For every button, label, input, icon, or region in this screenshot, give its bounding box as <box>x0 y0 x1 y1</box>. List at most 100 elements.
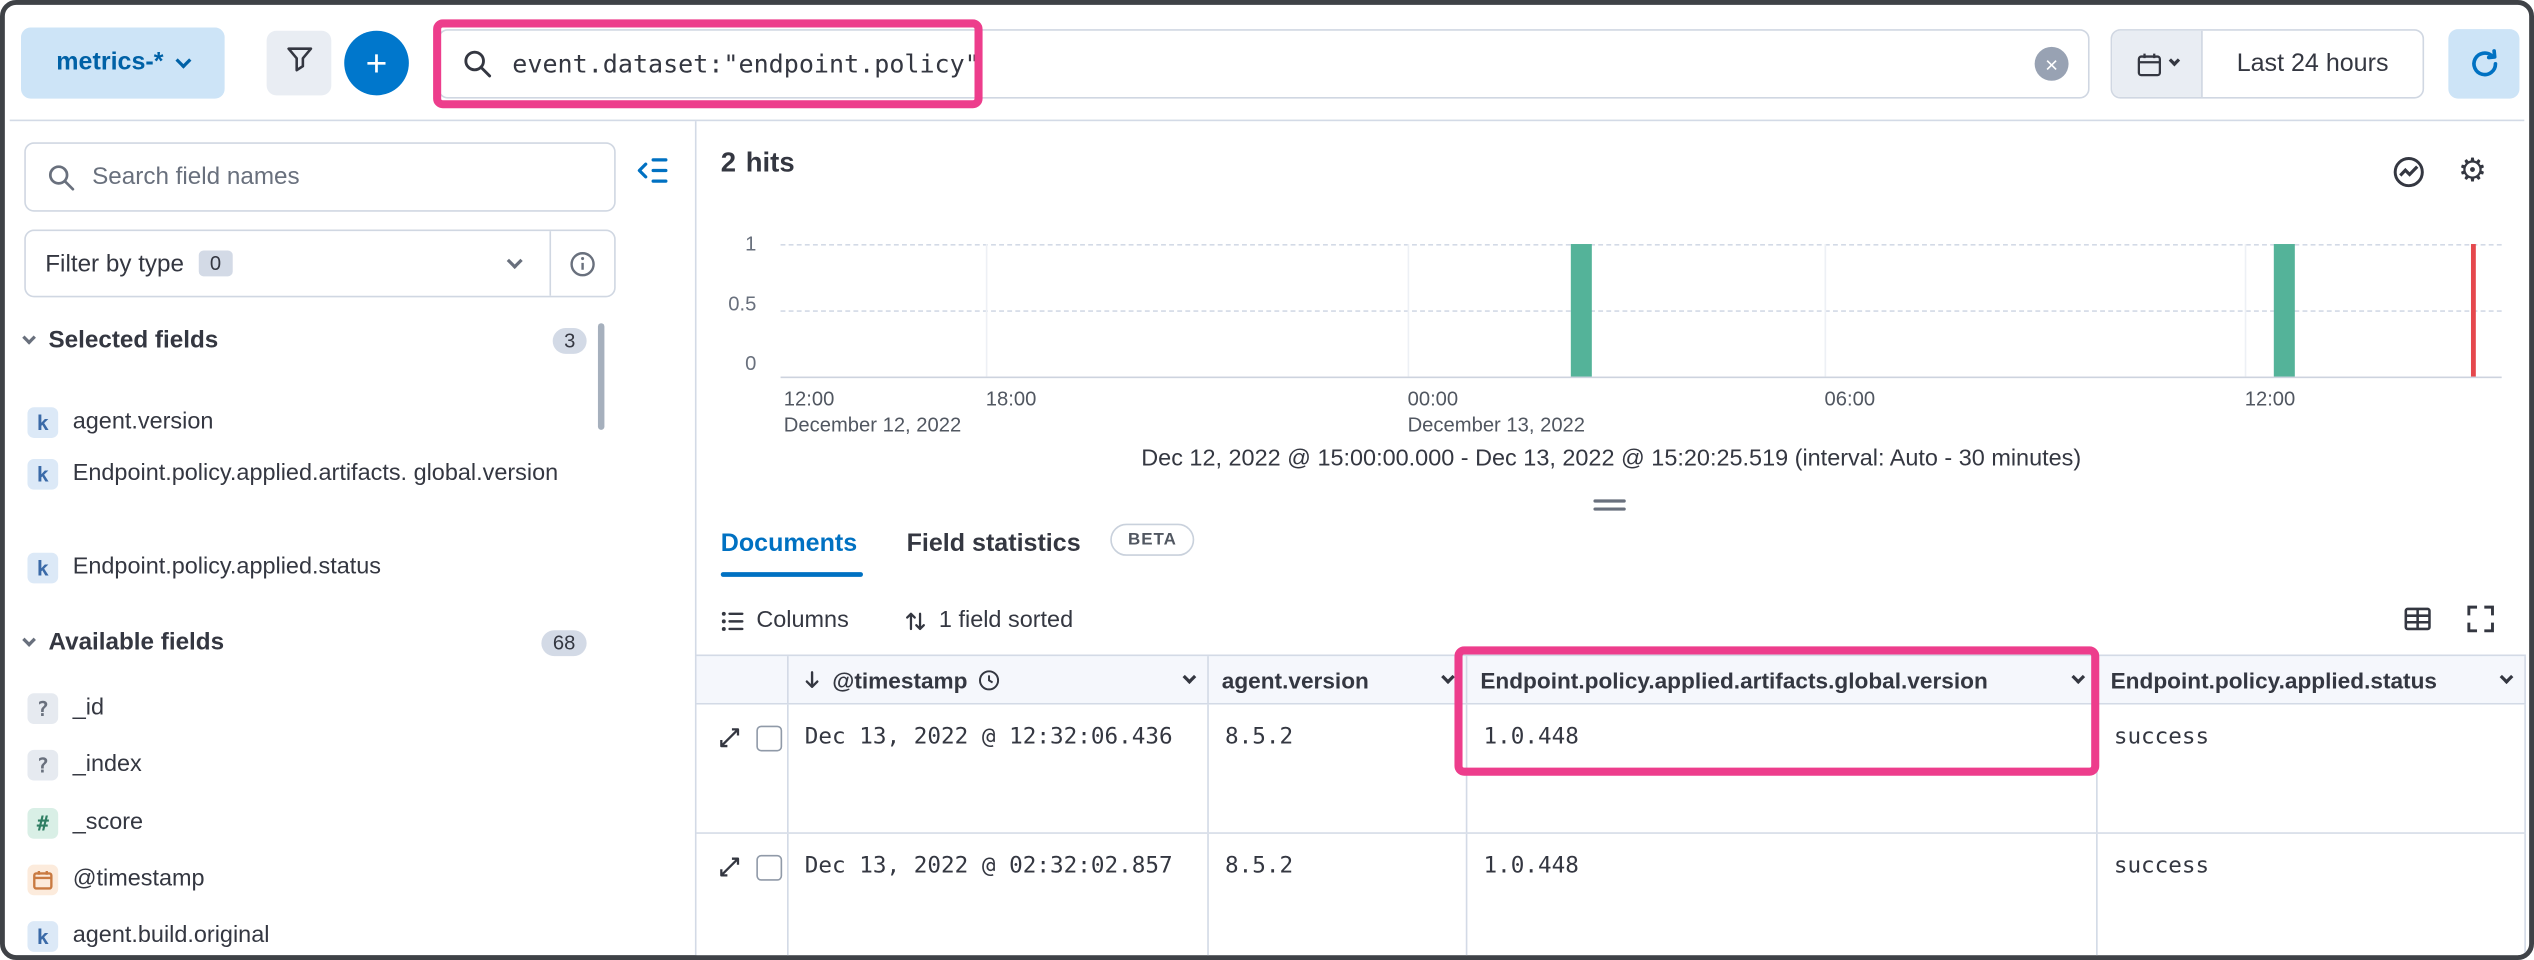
columns-label: Columns <box>756 607 849 634</box>
x-axis-tick: 12:00 December 12, 2022 <box>784 386 961 438</box>
chevron-down-icon <box>175 51 192 68</box>
gridline <box>780 310 2502 312</box>
field-name: agent.build.original <box>72 922 270 949</box>
filter-by-type-button[interactable]: Filter by type 0 <box>26 231 550 296</box>
close-icon: × <box>2044 50 2059 77</box>
available-fields-count-badge: 68 <box>541 629 587 656</box>
x-tick-time: 18:00 <box>985 387 1037 411</box>
field-item-index[interactable]: ? _index <box>27 749 585 781</box>
table-header-row: @timestamp agent.version Endpoint.policy… <box>696 654 2526 705</box>
field-item-agent-version[interactable]: k agent.version <box>27 407 585 438</box>
clock-icon <box>977 668 1000 691</box>
keyword-token-icon: k <box>27 921 59 952</box>
cell-agent-version[interactable]: 8.5.2 <box>1209 833 1468 956</box>
header-label: Endpoint.policy.applied.artifacts.global… <box>1480 666 1988 693</box>
header-timestamp[interactable]: @timestamp <box>789 656 1209 703</box>
field-name: agent.version <box>72 408 214 435</box>
field-item-timestamp[interactable]: @timestamp <box>27 864 585 896</box>
fullscreen-button[interactable] <box>2466 604 2495 633</box>
cell-timestamp[interactable]: Dec 13, 2022 @ 12:32:06.436 <box>789 704 1209 833</box>
expand-row-button[interactable] <box>718 855 742 879</box>
x-tick-time: 12:00 <box>2244 387 2296 411</box>
field-search-input[interactable] <box>92 163 598 191</box>
field-search[interactable] <box>24 142 616 212</box>
field-filter-info-button[interactable] <box>549 231 614 296</box>
chevron-down-icon[interactable] <box>2499 669 2514 684</box>
field-name: _index <box>72 751 142 778</box>
display-options-button[interactable] <box>2403 604 2432 633</box>
cell-timestamp[interactable]: Dec 13, 2022 @ 02:32:02.857 <box>789 833 1209 956</box>
chart-options-button[interactable] <box>2392 155 2426 189</box>
date-picker-button[interactable] <box>2112 30 2203 97</box>
filter-by-type-label: Filter by type <box>45 249 185 278</box>
chart-caption: Dec 12, 2022 @ 15:00:00.000 - Dec 13, 20… <box>1141 446 2082 472</box>
chevron-down-icon <box>22 330 36 344</box>
chevron-down-icon[interactable] <box>1182 669 1197 684</box>
query-text[interactable]: event.dataset:"endpoint.policy" <box>512 49 980 79</box>
gridline <box>1407 244 1410 377</box>
date-token-icon <box>27 864 59 896</box>
beta-badge: BETA <box>1110 523 1195 556</box>
chevron-down-icon[interactable] <box>1441 669 1455 684</box>
collapse-sidebar-button[interactable] <box>635 154 669 188</box>
field-name: _id <box>72 694 105 721</box>
calendar-icon <box>2136 51 2162 77</box>
expand-row-button[interactable] <box>718 726 742 750</box>
resize-handle[interactable] <box>1593 499 1626 515</box>
add-filter-button[interactable]: + <box>344 30 409 96</box>
chart-plot-area[interactable] <box>780 244 2502 379</box>
info-icon <box>569 250 596 277</box>
time-picker-group: Last 24 hours <box>2110 29 2425 99</box>
query-bar[interactable]: event.dataset:"endpoint.policy" × <box>437 29 2090 99</box>
chart-settings-button[interactable]: ⚙ <box>2458 150 2487 189</box>
y-axis-tick: 0 <box>745 352 757 375</box>
data-view-picker[interactable]: metrics-* <box>21 27 225 99</box>
table-row: Dec 13, 2022 @ 12:32:06.436 8.5.2 1.0.44… <box>696 704 2526 834</box>
row-checkbox[interactable] <box>756 725 783 752</box>
row-control-cell <box>697 833 789 956</box>
header-status[interactable]: Endpoint.policy.applied.status <box>2098 656 2526 703</box>
cell-global-version[interactable]: 1.0.448 <box>1467 704 2098 833</box>
gear-icon: ⚙ <box>2458 150 2488 190</box>
search-icon <box>462 48 493 79</box>
unknown-token-icon: ? <box>27 693 59 724</box>
filter-button[interactable] <box>266 30 332 96</box>
gridline <box>2244 244 2247 377</box>
header-label: Endpoint.policy.applied.status <box>2110 666 2438 693</box>
clear-query-button[interactable]: × <box>2034 46 2069 81</box>
histogram-bar[interactable] <box>1570 244 1592 377</box>
columns-button[interactable]: Columns <box>721 607 849 634</box>
columns-list-icon <box>721 608 745 632</box>
x-axis-tick: 06:00 <box>1825 386 1876 412</box>
tab-field-statistics[interactable]: Field statistics <box>906 530 1081 558</box>
cell-agent-version[interactable]: 8.5.2 <box>1209 704 1468 833</box>
top-bar-divider <box>9 119 2525 122</box>
field-item-agent-build-original[interactable]: k agent.build.original <box>27 921 585 952</box>
field-item-id[interactable]: ? _id <box>27 693 585 724</box>
chevron-down-icon[interactable] <box>2071 669 2086 684</box>
field-item-global-version[interactable]: k Endpoint.policy.applied.artifacts. glo… <box>27 458 585 490</box>
time-range-button[interactable]: Last 24 hours <box>2203 31 2423 97</box>
refresh-button[interactable] <box>2448 29 2520 99</box>
field-item-applied-status[interactable]: k Endpoint.policy.applied.status <box>27 552 585 584</box>
sort-fields-button[interactable]: 1 field sorted <box>903 608 1073 633</box>
header-agent-version[interactable]: agent.version <box>1209 656 1468 703</box>
row-checkbox[interactable] <box>756 854 783 881</box>
gridline <box>1824 244 1827 377</box>
available-fields-header[interactable]: Available fields 68 <box>22 629 587 656</box>
histogram-bar[interactable] <box>2273 244 2295 377</box>
filter-count-badge: 0 <box>198 250 233 277</box>
collapse-sidebar-icon <box>635 154 669 188</box>
cell-global-version[interactable]: 1.0.448 <box>1467 833 2098 956</box>
selected-fields-header[interactable]: Selected fields 3 <box>22 326 587 354</box>
tab-documents[interactable]: Documents <box>720 530 858 558</box>
field-item-score[interactable]: # _score <box>27 808 585 839</box>
header-control-cell <box>697 656 789 703</box>
cell-status[interactable]: success <box>2098 704 2526 833</box>
cell-status[interactable]: success <box>2098 833 2526 956</box>
field-name: Endpoint.policy.applied.artifacts. globa… <box>72 460 559 487</box>
header-global-version[interactable]: Endpoint.policy.applied.artifacts.global… <box>1467 656 2098 703</box>
sidebar-scrollbar[interactable] <box>597 323 605 430</box>
x-tick-time: 00:00 <box>1407 387 1459 411</box>
